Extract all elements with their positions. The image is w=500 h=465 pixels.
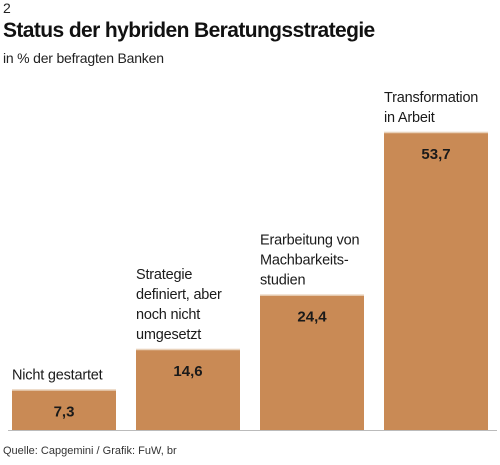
chart-title: Status der hybriden Beratungsstrategie xyxy=(3,19,375,42)
bars-layer xyxy=(12,131,488,430)
category-label-line: noch nicht xyxy=(136,307,200,323)
category-label-2: Strategie definiert, aber noch nicht umgese… xyxy=(136,267,222,343)
bar-2 xyxy=(136,348,240,430)
category-label-line: studien xyxy=(260,273,305,289)
category-label-line: definiert, aber xyxy=(136,287,222,303)
labels-layer: 7,3 Nicht gestartet 14,6 Strategie definiert… xyxy=(12,90,479,421)
category-label-line: Machbarkeits- xyxy=(260,253,349,269)
bar-3 xyxy=(260,294,364,430)
chart-subtitle: in % der befragten Banken xyxy=(3,50,164,66)
bar-value-label-4: 53,7 xyxy=(421,146,450,163)
source-note: Quelle: Capgemini / Grafik: FuW, br xyxy=(3,445,177,457)
category-label-line: in Arbeit xyxy=(384,110,435,126)
category-label-line: Erarbeitung von xyxy=(260,233,360,249)
figure-number: 2 xyxy=(3,0,11,16)
category-label-3: Erarbeitung von Machbarkeits-studien xyxy=(260,233,360,289)
category-label-line: Transformation xyxy=(384,90,478,106)
bar-4 xyxy=(384,131,488,430)
bar-1 xyxy=(12,389,116,430)
bar-value-label-3: 24,4 xyxy=(297,309,327,326)
bar-value-label-2: 14,6 xyxy=(173,363,202,380)
category-label-1: Nicht gestartet xyxy=(12,367,103,383)
bar-value-label-1: 7,3 xyxy=(54,403,75,420)
category-label-4: Transformation in Arbeit xyxy=(384,90,478,126)
category-label-line: Strategie xyxy=(136,267,192,283)
category-label-line: umgesetzt xyxy=(136,327,201,343)
category-label-line: Nicht gestartet xyxy=(12,367,103,383)
